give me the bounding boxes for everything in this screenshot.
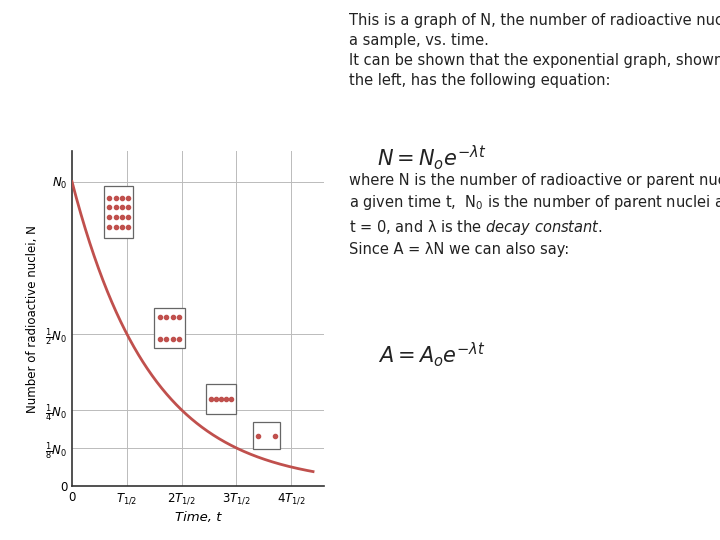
Text: $N = N_o e^{-\lambda t}$: $N = N_o e^{-\lambda t}$ (377, 143, 487, 172)
Bar (104, 186, 132, 238)
X-axis label: Time, t: Time, t (175, 511, 221, 524)
Bar (206, 384, 236, 415)
Text: $A = A_o e^{-\lambda t}$: $A = A_o e^{-\lambda t}$ (378, 340, 486, 369)
Bar (155, 308, 184, 348)
Y-axis label: Number of radioactive nuclei, N: Number of radioactive nuclei, N (27, 225, 40, 413)
Text: where N is the number of radioactive or parent nuclei at
a given time t,  N$_0$ : where N is the number of radioactive or … (349, 173, 720, 257)
Text: This is a graph of N, the number of radioactive nuclei in
a sample, vs. time.
It: This is a graph of N, the number of radi… (349, 14, 720, 88)
Bar (253, 422, 279, 449)
